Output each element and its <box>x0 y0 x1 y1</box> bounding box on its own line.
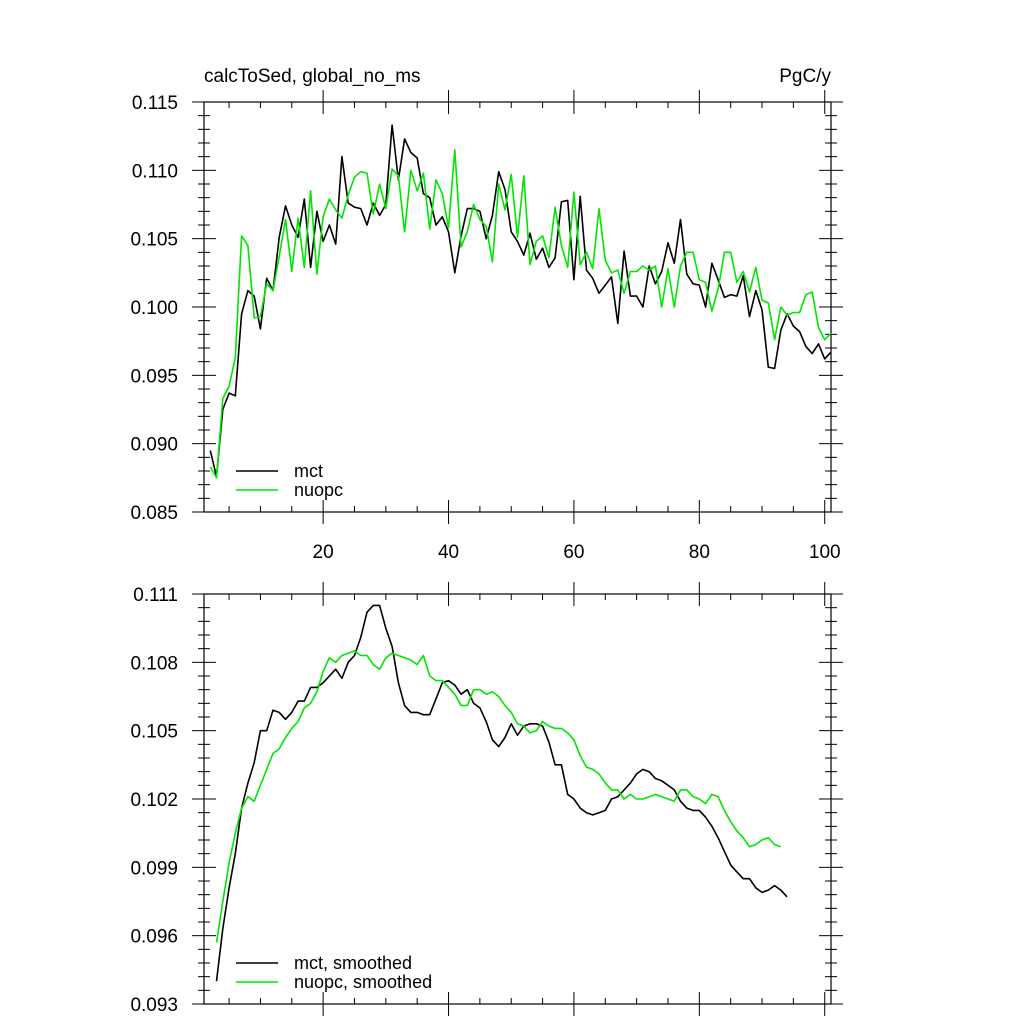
x-tick-label: 100 <box>809 542 841 563</box>
chart-title: calcToSed, global_no_ms <box>204 66 421 87</box>
y-tick-label: 0.095 <box>130 366 178 387</box>
units-label: PgC/y <box>779 66 831 87</box>
series-line-nuopc <box>215 650 782 943</box>
legend-label: nuopc <box>294 480 343 500</box>
legend-label: mct, smoothed <box>294 953 412 973</box>
x-tick-label: 20 <box>313 542 334 563</box>
series-line-mct <box>209 124 832 478</box>
y-tick-label: 0.102 <box>130 790 178 811</box>
y-tick-label: 0.115 <box>132 93 178 114</box>
y-tick-label: 0.096 <box>130 927 178 948</box>
y-tick-label: 0.085 <box>130 503 178 524</box>
x-tick-label: 40 <box>438 542 459 563</box>
x-tick-label: 80 <box>689 542 710 563</box>
y-tick-label: 0.100 <box>130 298 178 319</box>
y-tick-label: 0.110 <box>132 161 178 182</box>
panel-raw: 20 40 60 80 100 0.085 0.090 0.095 0.100 0.105 0.11… <box>130 90 843 563</box>
y-tick-label: 0.093 <box>130 995 178 1016</box>
plot-frame <box>203 593 832 1005</box>
plot-frame <box>203 101 832 513</box>
panel-smoothed: 0.093 0.096 0.099 0.102 0.105 0.108 0.111 mct, … <box>130 582 843 1016</box>
y-tick-label: 0.099 <box>130 858 178 879</box>
y-tick-label: 0.111 <box>133 585 178 606</box>
legend-label: mct <box>294 461 323 481</box>
legend-label: nuopc, smoothed <box>294 972 432 992</box>
x-tick-label: 60 <box>563 542 584 563</box>
series-line-mct <box>215 604 788 982</box>
y-tick-label: 0.090 <box>130 435 178 456</box>
y-tick-label: 0.105 <box>130 230 178 251</box>
series-line-nuopc <box>209 149 832 479</box>
y-tick-label: 0.105 <box>130 722 178 743</box>
y-tick-label: 0.108 <box>130 653 178 674</box>
